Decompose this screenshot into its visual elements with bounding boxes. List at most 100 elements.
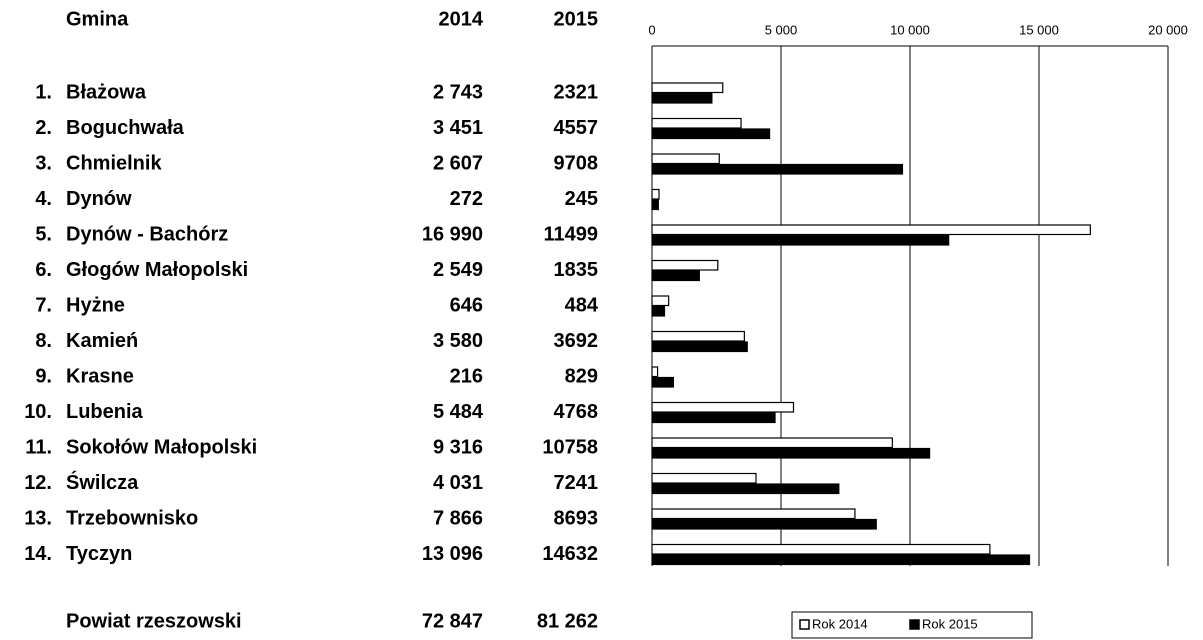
row-value: 2 607	[433, 152, 483, 174]
row-name: Błażowa	[66, 81, 147, 103]
row-name: Boguchwała	[66, 117, 185, 139]
legend-swatch	[909, 619, 920, 630]
bar	[651, 199, 659, 211]
bar	[651, 412, 776, 424]
total-2014: 72 847	[422, 610, 483, 632]
row-name: Krasne	[66, 365, 134, 387]
total-2015: 81 262	[537, 610, 598, 632]
x-tick-label: 20 000	[1148, 22, 1188, 37]
bar	[651, 224, 1091, 236]
row-name: Hyżne	[66, 294, 125, 316]
bar	[651, 483, 840, 495]
row-value: 1835	[554, 259, 599, 281]
row-value: 9 316	[433, 436, 483, 458]
x-tick-label: 5 000	[765, 22, 798, 37]
row-value: 16 990	[422, 223, 483, 245]
row-name: Chmielnik	[66, 152, 162, 174]
row-name: Świlcza	[66, 470, 139, 494]
row-number: 10.	[24, 401, 52, 423]
bar	[651, 437, 893, 449]
row-value: 245	[565, 188, 598, 210]
bar	[651, 341, 748, 353]
row-value: 4768	[554, 401, 599, 423]
bar	[651, 234, 950, 246]
bar	[651, 270, 700, 282]
bar	[651, 330, 745, 342]
row-number: 1.	[35, 81, 52, 103]
row-name: Lubenia	[66, 401, 144, 423]
bar	[651, 128, 771, 140]
row-value: 10758	[542, 436, 598, 458]
row-number: 4.	[35, 188, 52, 210]
row-value: 9708	[554, 152, 599, 174]
row-value: 3 580	[433, 330, 483, 352]
bar	[651, 366, 659, 378]
row-value: 4 031	[433, 472, 483, 494]
row-number: 14.	[24, 543, 52, 565]
row-value: 829	[565, 365, 598, 387]
row-name: Kamień	[66, 330, 138, 352]
bar	[651, 543, 991, 555]
bar	[651, 508, 856, 520]
row-name: Dynów	[66, 188, 132, 210]
row-value: 13 096	[422, 543, 483, 565]
row-name: Dynów - Bachórz	[66, 223, 228, 245]
row-number: 7.	[35, 294, 52, 316]
bar	[651, 401, 795, 413]
row-value: 7241	[554, 472, 599, 494]
bar	[651, 117, 742, 129]
row-value: 3 451	[433, 117, 483, 139]
row-value: 2 549	[433, 259, 483, 281]
header-name: Gmina	[66, 8, 129, 30]
row-value: 484	[565, 294, 599, 316]
bar	[651, 82, 724, 94]
header-2014: 2014	[439, 8, 484, 30]
row-number: 2.	[35, 117, 52, 139]
bar	[651, 163, 904, 175]
row-value: 216	[450, 365, 483, 387]
x-tick-label: 10 000	[890, 22, 930, 37]
legend-label: Rok 2014	[812, 616, 868, 631]
x-tick-label: 15 000	[1019, 22, 1059, 37]
legend-label: Rok 2015	[922, 616, 978, 631]
total-name: Powiat rzeszowski	[66, 610, 242, 632]
row-name: Trzebownisko	[66, 507, 198, 529]
row-value: 14632	[542, 543, 598, 565]
bar	[651, 376, 674, 388]
x-tick-label: 0	[648, 22, 655, 37]
row-value: 2 743	[433, 81, 483, 103]
bar	[651, 153, 720, 165]
row-number: 6.	[35, 259, 52, 281]
legend-swatch	[799, 619, 810, 630]
row-value: 3692	[554, 330, 599, 352]
row-value: 2321	[554, 81, 599, 103]
row-number: 3.	[35, 152, 52, 174]
bar	[651, 295, 670, 307]
row-name: Głogów Małopolski	[66, 259, 248, 281]
row-name: Tyczyn	[66, 543, 132, 565]
row-value: 7 866	[433, 507, 483, 529]
bar	[651, 259, 719, 271]
row-number: 13.	[24, 507, 52, 529]
bar	[651, 472, 757, 484]
bar	[651, 554, 1031, 566]
row-value: 4557	[554, 117, 599, 139]
row-number: 11.	[25, 436, 52, 458]
row-value: 11499	[543, 223, 598, 245]
bar	[651, 518, 877, 530]
row-name: Sokołów Małopolski	[66, 436, 257, 458]
row-number: 12.	[24, 472, 52, 494]
header-2015: 2015	[554, 8, 599, 30]
row-number: 5.	[35, 223, 52, 245]
row-value: 5 484	[433, 401, 484, 423]
row-number: 8.	[35, 330, 52, 352]
bar	[651, 447, 931, 459]
row-value: 8693	[554, 507, 599, 529]
row-number: 9.	[35, 365, 52, 387]
bar	[651, 188, 660, 200]
row-value: 272	[450, 188, 483, 210]
bar	[651, 92, 713, 104]
bar	[651, 305, 666, 317]
row-value: 646	[450, 294, 483, 316]
